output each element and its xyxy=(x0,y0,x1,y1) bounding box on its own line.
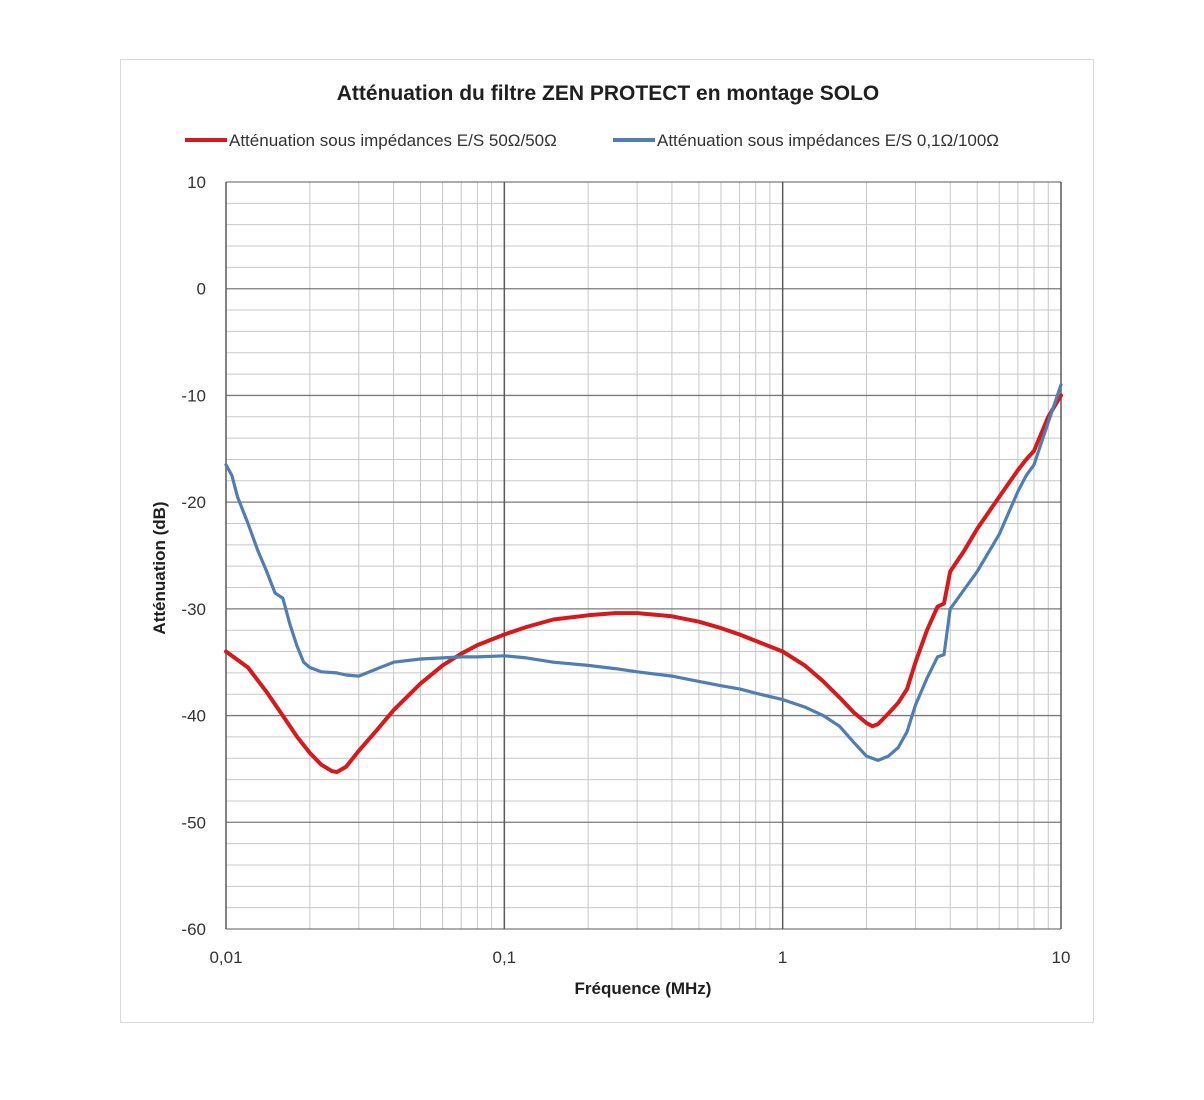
y-axis-title: Atténuation (dB) xyxy=(150,501,169,634)
x-tick-label: 0,01 xyxy=(209,948,242,967)
series-line-1 xyxy=(224,393,1063,775)
legend: Atténuation sous impédances E/S 50Ω/50Ω … xyxy=(185,131,999,150)
chart-canvas: Atténuation du filtre ZEN PROTECT en mon… xyxy=(150,82,1070,998)
y-tick-label: -30 xyxy=(181,600,206,619)
y-tick-label: -40 xyxy=(181,707,206,726)
y-tick-label: -60 xyxy=(181,920,206,939)
y-tick-label: -20 xyxy=(181,493,206,512)
x-tick-label: 0,1 xyxy=(493,948,517,967)
series-layer xyxy=(224,383,1063,775)
series-line-2 xyxy=(224,383,1063,762)
legend-label-series-2: Atténuation sous impédances E/S 0,1Ω/100… xyxy=(657,131,999,150)
legend-label-series-1: Atténuation sous impédances E/S 50Ω/50Ω xyxy=(229,131,557,150)
chart-container: Atténuation du filtre ZEN PROTECT en mon… xyxy=(120,59,1094,1023)
tick-labels: 10 0 -10 -20 -30 -40 -50 -600,01 0,1 1 10 xyxy=(181,173,1070,967)
y-tick-label: -10 xyxy=(181,386,206,405)
x-tick-label: 10 xyxy=(1052,948,1071,967)
chart-title: Atténuation du filtre ZEN PROTECT en mon… xyxy=(337,82,880,105)
x-axis-title: Fréquence (MHz) xyxy=(575,979,712,998)
y-tick-label: -50 xyxy=(181,813,206,832)
x-tick-label: 1 xyxy=(778,948,787,967)
y-tick-label: 10 xyxy=(187,173,206,192)
y-tick-label: 0 xyxy=(197,280,206,299)
grid xyxy=(225,181,1062,930)
